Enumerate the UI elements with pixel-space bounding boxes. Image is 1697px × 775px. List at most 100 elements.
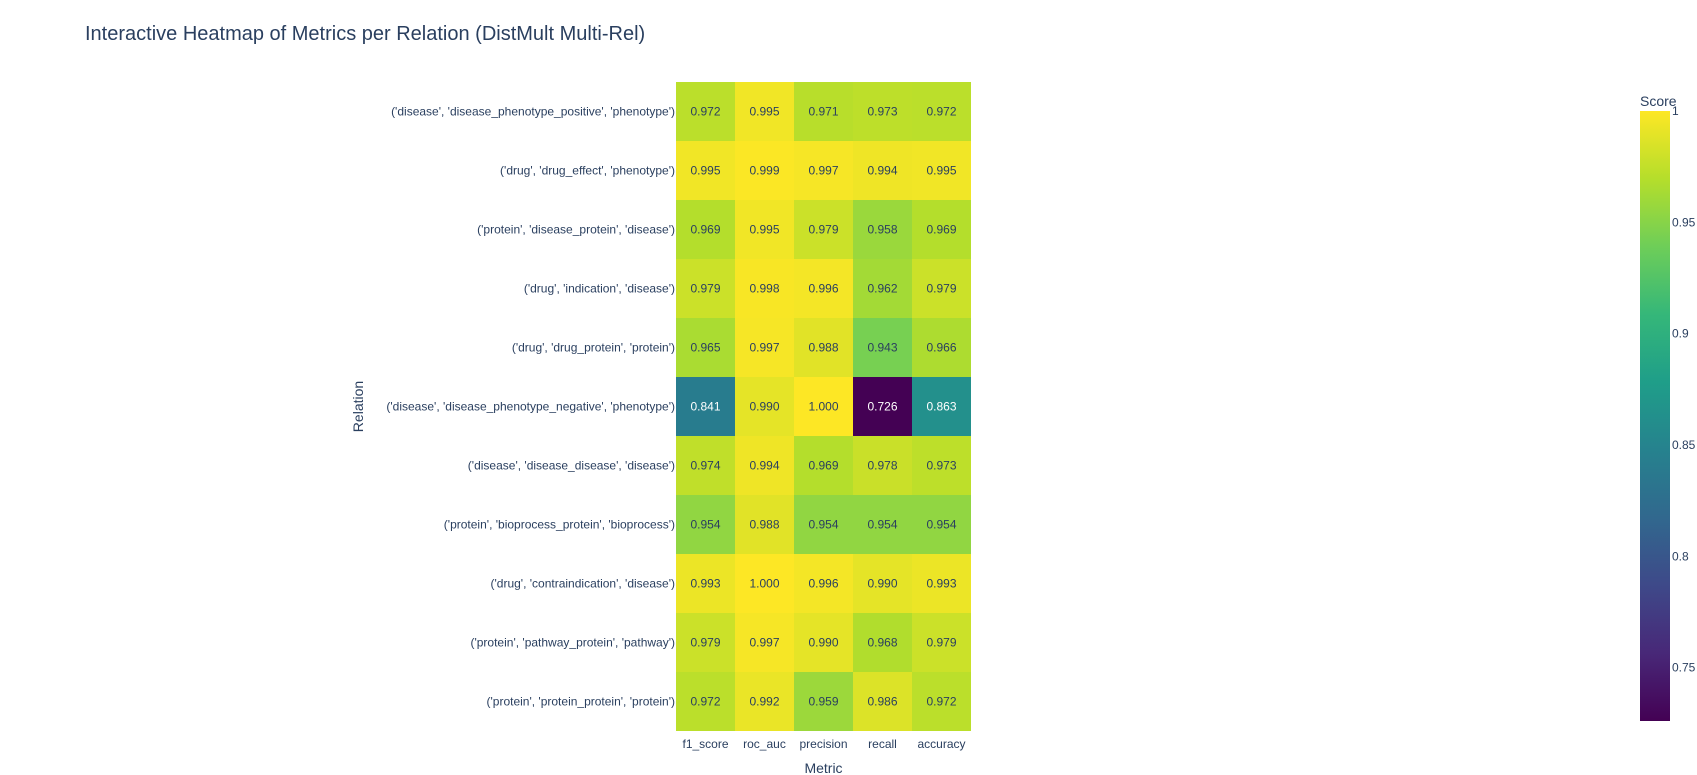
heatmap-cell[interactable] [676, 495, 735, 554]
cell-value-label: 0.966 [926, 341, 956, 355]
heatmap-cell[interactable] [794, 613, 853, 672]
cell-value-label: 0.997 [749, 636, 779, 650]
y-tick-labels: ('disease', 'disease_phenotype_positive'… [386, 105, 675, 709]
cell-value-label: 0.726 [867, 400, 897, 414]
heatmap-cell[interactable] [735, 141, 794, 200]
colorbar-title: Score [1640, 93, 1677, 109]
heatmap-cell[interactable] [676, 141, 735, 200]
heatmap-cell[interactable] [853, 672, 912, 731]
cell-value-label: 0.968 [867, 636, 897, 650]
cell-value-label: 0.954 [808, 518, 838, 532]
cell-value-label: 0.972 [926, 105, 956, 119]
cell-value-label: 0.973 [926, 459, 956, 473]
heatmap-cell[interactable] [912, 82, 971, 141]
heatmap-cell[interactable] [676, 554, 735, 613]
x-tick-label: f1_score [682, 737, 728, 751]
cell-value-label: 1.000 [749, 577, 779, 591]
cell-value-label: 0.979 [926, 636, 956, 650]
heatmap-cell[interactable] [912, 377, 971, 436]
cell-value-label: 0.969 [808, 459, 838, 473]
heatmap-cell[interactable] [912, 318, 971, 377]
heatmap-cell[interactable] [853, 495, 912, 554]
heatmap-cell[interactable] [912, 672, 971, 731]
heatmap-cell[interactable] [853, 436, 912, 495]
y-axis-title: Relation [350, 381, 366, 432]
cell-value-label: 0.994 [749, 459, 779, 473]
colorbar-gradient [1640, 111, 1670, 721]
heatmap-cell[interactable] [735, 377, 794, 436]
heatmap-cell[interactable] [676, 259, 735, 318]
cell-value-label: 0.958 [867, 223, 897, 237]
heatmap-cell[interactable] [735, 672, 794, 731]
heatmap-cell[interactable] [676, 377, 735, 436]
cell-value-label: 0.993 [690, 577, 720, 591]
cell-value-label: 0.972 [690, 695, 720, 709]
heatmap-cell[interactable] [735, 554, 794, 613]
cell-value-label: 0.969 [690, 223, 720, 237]
colorbar: Score 1 0.95 0.9 0.85 0.8 0.75 [1640, 93, 1696, 721]
cell-value-label: 0.986 [867, 695, 897, 709]
heatmap-cell[interactable] [912, 613, 971, 672]
heatmap-cell[interactable] [912, 141, 971, 200]
heatmap-cell[interactable] [676, 613, 735, 672]
heatmap-cell[interactable] [676, 318, 735, 377]
y-tick-label: ('protein', 'pathway_protein', 'pathway'… [470, 636, 675, 650]
cell-value-label: 0.972 [926, 695, 956, 709]
heatmap-cell[interactable] [735, 436, 794, 495]
heatmap-cell[interactable] [735, 495, 794, 554]
heatmap-cell[interactable] [794, 82, 853, 141]
heatmap-cell[interactable] [912, 554, 971, 613]
colorbar-ticks: 1 0.95 0.9 0.85 0.8 0.75 [1672, 104, 1696, 675]
heatmap-cell[interactable] [794, 436, 853, 495]
heatmap-cell[interactable] [912, 259, 971, 318]
cell-value-label: 0.979 [808, 223, 838, 237]
heatmap-cell[interactable] [794, 318, 853, 377]
heatmap-cell[interactable] [794, 554, 853, 613]
heatmap-cell[interactable] [735, 613, 794, 672]
heatmap-cell[interactable] [735, 200, 794, 259]
heatmap-cell[interactable] [794, 377, 853, 436]
heatmap-cell[interactable] [735, 259, 794, 318]
x-tick-label: recall [868, 737, 897, 751]
heatmap-cell[interactable] [735, 318, 794, 377]
cell-value-label: 0.995 [690, 164, 720, 178]
cell-value-label: 0.990 [867, 577, 897, 591]
cell-value-label: 0.979 [926, 282, 956, 296]
x-tick-label: accuracy [917, 737, 965, 751]
cell-labels: 0.972 0.995 0.971 0.973 0.972 0.995 0.999 0.997… [690, 105, 956, 709]
heatmap-cell[interactable] [794, 495, 853, 554]
heatmap-cell[interactable] [912, 495, 971, 554]
heatmap-cell[interactable] [794, 672, 853, 731]
cell-value-label: 0.973 [867, 105, 897, 119]
colorbar-tick-label: 0.95 [1672, 215, 1696, 229]
heatmap-cell[interactable] [794, 141, 853, 200]
y-tick-label: ('disease', 'disease_disease', 'disease'… [468, 459, 675, 473]
heatmap-cell[interactable] [912, 436, 971, 495]
cell-value-label: 0.994 [867, 164, 897, 178]
cell-value-label: 0.943 [867, 341, 897, 355]
heatmap-cell[interactable] [794, 259, 853, 318]
heatmap-cell[interactable] [853, 554, 912, 613]
heatmap-cell[interactable] [853, 141, 912, 200]
heatmap-cell[interactable] [676, 200, 735, 259]
heatmap-cell[interactable] [853, 613, 912, 672]
heatmap-cell[interactable] [794, 200, 853, 259]
heatmap-cell[interactable] [853, 259, 912, 318]
heatmap-cell[interactable] [735, 82, 794, 141]
chart-title: Interactive Heatmap of Metrics per Relat… [85, 23, 645, 45]
heatmap-cell[interactable] [853, 82, 912, 141]
heatmap-cell[interactable] [676, 82, 735, 141]
cell-value-label: 0.995 [749, 223, 779, 237]
heatmap-cell[interactable] [853, 200, 912, 259]
heatmap-cell[interactable] [676, 672, 735, 731]
cell-value-label: 0.979 [690, 282, 720, 296]
heatmap-cell[interactable] [676, 436, 735, 495]
cell-value-label: 0.972 [690, 105, 720, 119]
cell-value-label: 0.971 [808, 105, 838, 119]
cell-value-label: 0.997 [749, 341, 779, 355]
cell-value-label: 0.999 [749, 164, 779, 178]
heatmap-cell[interactable] [853, 318, 912, 377]
heatmap-cell[interactable] [853, 377, 912, 436]
heatmap-cell[interactable] [912, 200, 971, 259]
